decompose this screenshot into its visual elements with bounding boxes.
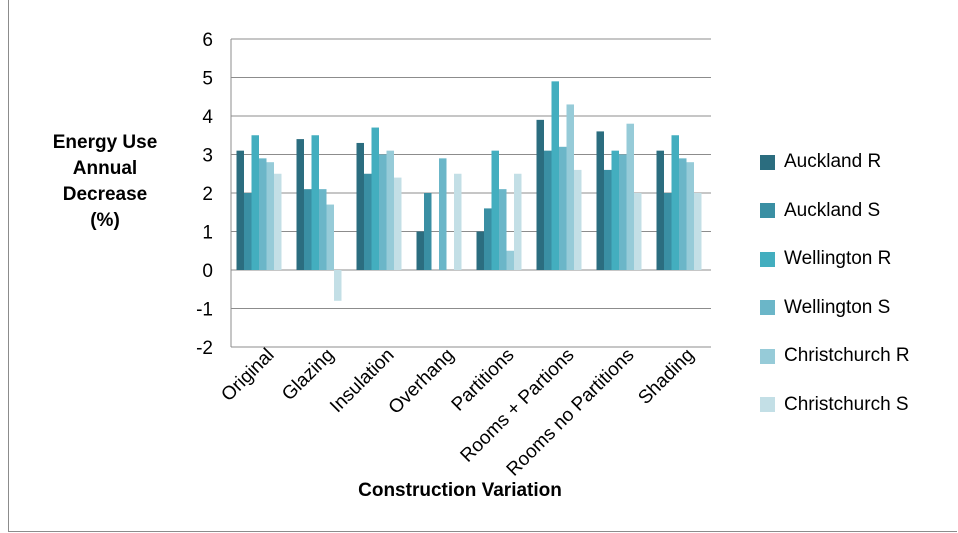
bar xyxy=(626,123,634,270)
bar xyxy=(334,270,342,301)
bar xyxy=(259,158,267,270)
legend-item: Wellington R xyxy=(760,235,955,284)
legend-label: Auckland R xyxy=(784,151,882,173)
legend: Auckland R Auckland S Wellington R Welli… xyxy=(760,138,955,429)
y-tick-label: 3 xyxy=(202,146,213,167)
y-tick-label: 4 xyxy=(202,107,213,128)
legend-item: Auckland S xyxy=(760,187,955,236)
bar xyxy=(544,150,552,270)
bar xyxy=(356,142,364,270)
bar xyxy=(634,193,642,270)
bar xyxy=(551,81,559,270)
bar xyxy=(664,193,672,270)
bar xyxy=(379,154,387,270)
y-tick-label: 0 xyxy=(202,261,213,282)
bar xyxy=(566,104,574,270)
bar xyxy=(514,173,522,270)
legend-label: Christchurch R xyxy=(784,345,910,367)
legend-swatch xyxy=(760,251,775,267)
y-axis-label-line: (%) xyxy=(90,210,120,231)
bar xyxy=(304,189,312,270)
y-axis-label: Energy Use Annual Decrease (%) xyxy=(30,130,180,234)
bar xyxy=(559,146,567,270)
bar xyxy=(236,150,244,270)
bar xyxy=(386,150,394,270)
y-axis-label-line: Annual xyxy=(72,158,138,179)
bar xyxy=(596,131,604,270)
y-tick-label: -2 xyxy=(196,338,213,359)
y-axis-label-line: Decrease xyxy=(62,184,148,205)
bar xyxy=(416,231,424,270)
bar xyxy=(424,193,432,270)
x-tick-label: Overhang xyxy=(385,345,459,419)
bar xyxy=(394,177,402,270)
bar xyxy=(326,204,334,270)
bar xyxy=(671,135,679,270)
bar xyxy=(296,139,304,270)
legend-swatch xyxy=(760,154,775,170)
legend-swatch xyxy=(760,300,775,316)
bar xyxy=(604,169,612,270)
legend-label: Wellington S xyxy=(784,296,891,318)
bar xyxy=(476,231,484,270)
bar xyxy=(319,189,327,270)
x-tick-label: Shading xyxy=(634,345,698,409)
y-tick-label: 5 xyxy=(202,69,213,90)
bar xyxy=(244,193,252,270)
bar xyxy=(484,208,492,270)
legend-label: Wellington R xyxy=(784,248,892,270)
bar xyxy=(251,135,259,270)
x-axis-label: Construction Variation xyxy=(358,480,562,501)
bar xyxy=(574,169,582,270)
legend-label: Auckland S xyxy=(784,199,881,221)
bar xyxy=(611,150,619,270)
bar xyxy=(506,250,514,270)
y-tick-label: 1 xyxy=(202,223,213,244)
y-axis-label-line: Energy Use xyxy=(52,132,158,153)
bar xyxy=(656,150,664,270)
y-tick-label: 2 xyxy=(202,184,213,205)
legend-label: Christchurch S xyxy=(784,393,909,415)
bar xyxy=(679,158,687,270)
bar xyxy=(274,173,282,270)
legend-swatch xyxy=(760,397,775,413)
bar xyxy=(439,158,447,270)
legend-swatch xyxy=(760,203,775,219)
bar xyxy=(694,193,702,270)
x-tick-label: Rooms + Partions xyxy=(457,345,579,467)
bar xyxy=(536,119,544,270)
legend-item: Wellington S xyxy=(760,284,955,333)
bar xyxy=(311,135,319,270)
x-tick-label: Original xyxy=(217,345,278,406)
y-tick-label: -1 xyxy=(196,300,213,321)
bar xyxy=(364,173,372,270)
legend-swatch xyxy=(760,348,775,364)
bar xyxy=(371,127,379,270)
y-tick-label: 6 xyxy=(202,30,213,51)
bar xyxy=(266,162,274,270)
legend-item: Christchurch S xyxy=(760,381,955,430)
bar xyxy=(454,173,462,270)
bar xyxy=(491,150,499,270)
bar xyxy=(619,154,627,270)
bar xyxy=(686,162,694,270)
x-tick-label: Glazing xyxy=(278,345,338,405)
bar xyxy=(499,189,507,270)
legend-item: Christchurch R xyxy=(760,332,955,381)
legend-item: Auckland R xyxy=(760,138,955,187)
